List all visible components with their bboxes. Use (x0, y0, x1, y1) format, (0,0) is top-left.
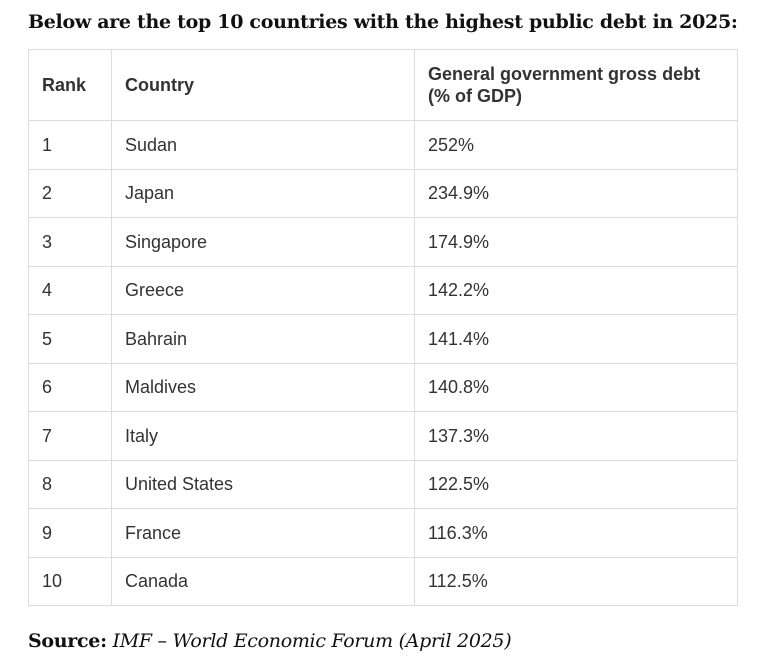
country-cell: Sudan (111, 120, 415, 170)
debt-cell: 122.5% (414, 459, 738, 509)
rank-cell: 7 (28, 411, 112, 461)
rank-cell: 5 (28, 314, 112, 364)
rank-cell: 6 (28, 362, 112, 412)
rank-cell: 3 (28, 217, 112, 267)
rank-cell: 4 (28, 265, 112, 315)
country-cell: Singapore (111, 217, 415, 267)
country-cell: Italy (111, 411, 415, 461)
country-cell: Japan (111, 168, 415, 218)
debt-cell: 140.8% (414, 362, 738, 412)
table-row: 6 Maldives 140.8% (28, 362, 738, 412)
country-cell: Greece (111, 265, 415, 315)
table-row: 8 United States 122.5% (28, 459, 738, 509)
source-line: Source: IMF – World Economic Forum (Apri… (28, 628, 512, 654)
country-cell: Maldives (111, 362, 415, 412)
table-row: 2 Japan 234.9% (28, 168, 738, 218)
debt-cell: 116.3% (414, 508, 738, 558)
country-cell: France (111, 508, 415, 558)
source-label: Source: (28, 630, 107, 652)
country-cell: Bahrain (111, 314, 415, 364)
rank-cell: 2 (28, 168, 112, 218)
table-row: 7 Italy 137.3% (28, 411, 738, 461)
debt-cell: 142.2% (414, 265, 738, 315)
country-cell: United States (111, 459, 415, 509)
debt-cell: 137.3% (414, 411, 738, 461)
rank-cell: 9 (28, 508, 112, 558)
debt-table: Rank Country General government gross de… (28, 49, 738, 606)
table-header-row: Rank Country General government gross de… (28, 49, 738, 121)
header-country: Country (111, 49, 415, 121)
table-row: 10 Canada 112.5% (28, 556, 738, 606)
debt-cell: 141.4% (414, 314, 738, 364)
debt-cell: 174.9% (414, 217, 738, 267)
header-debt: General government gross debt (% of GDP) (414, 49, 738, 121)
rank-cell: 8 (28, 459, 112, 509)
table-row: 5 Bahrain 141.4% (28, 314, 738, 364)
rank-cell: 1 (28, 120, 112, 170)
source-text: IMF – World Economic Forum (April 2025) (112, 630, 512, 652)
debt-cell: 112.5% (414, 556, 738, 606)
table-row: 4 Greece 142.2% (28, 265, 738, 315)
table-row: 9 France 116.3% (28, 508, 738, 558)
rank-cell: 10 (28, 556, 112, 606)
table-row: 3 Singapore 174.9% (28, 217, 738, 267)
header-rank: Rank (28, 49, 112, 121)
debt-cell: 234.9% (414, 168, 738, 218)
page-heading: Below are the top 10 countries with the … (28, 11, 738, 33)
table-row: 1 Sudan 252% (28, 120, 738, 170)
debt-cell: 252% (414, 120, 738, 170)
country-cell: Canada (111, 556, 415, 606)
